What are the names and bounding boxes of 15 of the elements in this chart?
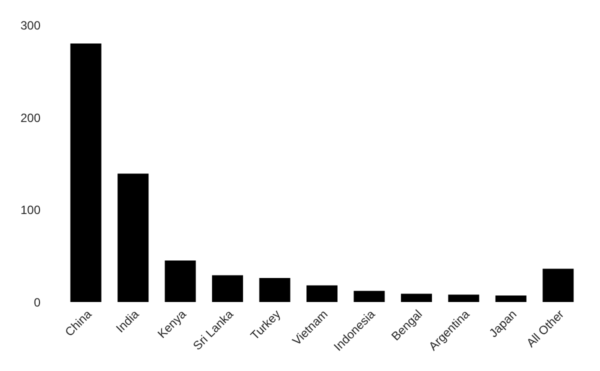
bar [306, 285, 338, 302]
bar [259, 278, 290, 302]
bar [118, 174, 149, 302]
bar [70, 43, 102, 302]
bar [212, 275, 244, 302]
y-tick-label: 300 [20, 18, 41, 32]
bar [448, 294, 480, 302]
bar [164, 260, 196, 302]
bar [354, 290, 385, 302]
y-tick-label: 0 [34, 296, 41, 310]
bar [542, 268, 574, 302]
y-tick-label: 100 [20, 203, 41, 218]
bar [495, 296, 526, 302]
y-tick-label: 200 [20, 110, 41, 125]
bar [400, 294, 432, 302]
